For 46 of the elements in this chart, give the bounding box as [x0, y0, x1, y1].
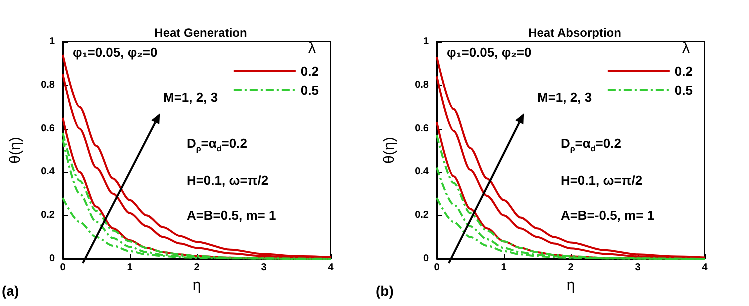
annotation: H=0.1, ω=π/2	[560, 172, 643, 188]
annotation: φ₁=0.05, φ₂=0	[73, 44, 158, 60]
legend-title: λ	[682, 40, 690, 57]
y-tick-label: 0.8	[41, 80, 56, 91]
annotation: M=1, 2, 3	[538, 90, 592, 106]
x-tick-label: 1	[127, 262, 134, 274]
chart-title: Heat Absorption	[528, 26, 622, 40]
text: (b)	[376, 283, 394, 299]
y-axis-title: θ(η)	[381, 137, 398, 164]
annotation: H=0.1, ω=π/2	[186, 172, 269, 188]
x-axis-title: η	[566, 276, 576, 294]
y-axis-title: θ(η)	[7, 137, 24, 164]
x-tick-label: 0	[434, 262, 440, 274]
y-tick-label: 0.6	[41, 123, 56, 134]
y-tick-label: 0	[423, 254, 430, 264]
annotation: A=B=0.5, m= 1	[186, 208, 276, 223]
annotation: D$_{ρ}$=α$_{d}$=0.2	[560, 136, 622, 154]
legend-label: 0.5	[674, 83, 694, 98]
y-tick-label: 0.2	[41, 210, 56, 222]
chart-title: Heat Generation	[154, 26, 248, 40]
legend-label: 0.5	[300, 83, 320, 98]
x-tick-label: 2	[194, 262, 200, 274]
x-tick-label: 4	[328, 262, 334, 274]
legend-title: λ	[308, 40, 316, 57]
annotation: A=B=-0.5, m= 1	[560, 208, 655, 223]
annotation: D$_{ρ}$=α$_{d}$=0.2	[186, 136, 248, 154]
x-axis-title: η	[192, 276, 202, 294]
y-tick-label: 0.4	[41, 166, 56, 178]
y-tick-label: 0.2	[415, 210, 430, 222]
annotation: φ₁=0.05, φ₂=0	[447, 44, 532, 60]
y-tick-label: 0.8	[415, 80, 430, 91]
legend-label: 0.2	[674, 64, 694, 79]
x-tick-label: 0	[60, 262, 66, 274]
x-tick-label: 3	[261, 262, 268, 274]
x-tick-label: 1	[501, 262, 508, 274]
y-tick-label: 0.6	[415, 123, 430, 134]
legend-label: 0.2	[300, 64, 320, 79]
x-tick-label: 2	[568, 262, 574, 274]
x-tick-label: 4	[702, 262, 708, 274]
y-tick-label: 0	[49, 254, 56, 264]
text: (a)	[2, 283, 20, 299]
y-tick-label: 1	[49, 36, 56, 48]
annotation: M=1, 2, 3	[164, 90, 218, 106]
x-tick-label: 3	[635, 262, 642, 274]
y-tick-label: 0.4	[415, 166, 430, 178]
y-tick-label: 1	[423, 36, 430, 48]
